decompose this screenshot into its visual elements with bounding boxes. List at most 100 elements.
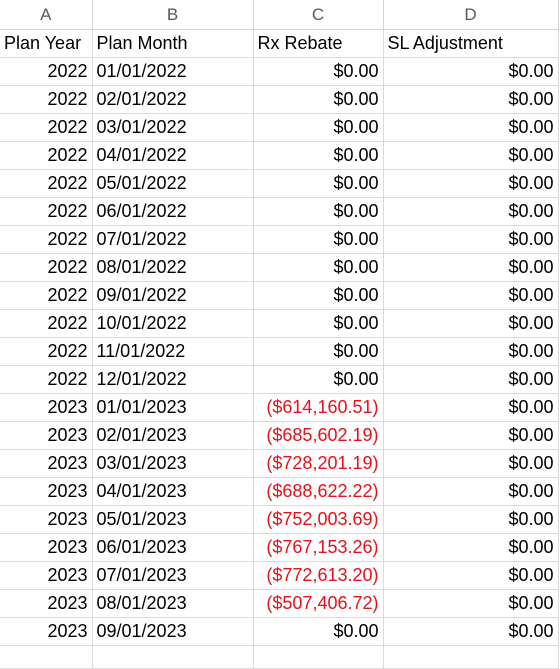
cell-plan-year[interactable]: 2022 <box>0 197 93 226</box>
cell-plan-year[interactable]: 2022 <box>0 85 93 114</box>
cell-sl-adjustment[interactable]: $0.00 <box>383 393 559 422</box>
cell-rx-rebate[interactable]: $0.00 <box>253 253 384 282</box>
cell-plan-year[interactable]: 2022 <box>0 337 93 366</box>
cell-sl-adjustment[interactable]: $0.00 <box>383 197 559 226</box>
cell-plan-month[interactable]: 01/01/2022 <box>92 57 254 86</box>
cell-plan-year[interactable]: 2023 <box>0 477 93 506</box>
cell-plan-year[interactable]: 2023 <box>0 533 93 562</box>
cell-plan-month[interactable]: 06/01/2023 <box>92 533 254 562</box>
cell-rx-rebate[interactable]: $0.00 <box>253 617 384 646</box>
table-row: 2022 04/01/2022 $0.00 $0.00 <box>0 141 559 170</box>
cell-plan-year[interactable]: 2022 <box>0 113 93 142</box>
cell-sl-adjustment[interactable]: $0.00 <box>383 85 559 114</box>
cell-plan-year[interactable]: 2022 <box>0 365 93 394</box>
cell-rx-rebate[interactable]: $0.00 <box>253 169 384 198</box>
cell-plan-year[interactable]: 2023 <box>0 393 93 422</box>
cell-sl-adjustment[interactable]: $0.00 <box>383 589 559 618</box>
column-header-d[interactable]: D <box>383 0 559 30</box>
cell-plan-year[interactable]: 2022 <box>0 169 93 198</box>
cell-sl-adjustment[interactable]: $0.00 <box>383 561 559 590</box>
cell-plan-year[interactable]: 2022 <box>0 141 93 170</box>
cell-sl-adjustment[interactable]: $0.00 <box>383 253 559 282</box>
cell-rx-rebate-header[interactable]: Rx Rebate <box>253 29 384 58</box>
cell-rx-rebate[interactable]: ($507,406.72) <box>253 589 384 618</box>
cell-plan-month[interactable]: 03/01/2023 <box>92 449 254 478</box>
cell-plan-year-header[interactable]: Plan Year <box>0 29 93 58</box>
cell-sl-adjustment[interactable]: $0.00 <box>383 477 559 506</box>
cell-sl-adjustment[interactable]: $0.00 <box>383 505 559 534</box>
cell-plan-month[interactable]: 07/01/2023 <box>92 561 254 590</box>
cell-sl-adjustment-header[interactable]: SL Adjustment <box>383 29 559 58</box>
cell-plan-month[interactable]: 04/01/2023 <box>92 477 254 506</box>
cell-plan-year[interactable]: 2023 <box>0 421 93 450</box>
cell-plan-month[interactable]: 10/01/2022 <box>92 309 254 338</box>
cell-rx-rebate[interactable]: $0.00 <box>253 365 384 394</box>
cell-sl-adjustment[interactable]: $0.00 <box>383 57 559 86</box>
cell-plan-year[interactable]: 2023 <box>0 505 93 534</box>
cell-plan-month[interactable]: 08/01/2022 <box>92 253 254 282</box>
cell-plan-month[interactable]: 02/01/2022 <box>92 85 254 114</box>
cell-plan-month[interactable]: 08/01/2023 <box>92 589 254 618</box>
cell-rx-rebate[interactable]: $0.00 <box>253 85 384 114</box>
column-header-a[interactable]: A <box>0 0 93 30</box>
cell-plan-month[interactable]: 02/01/2023 <box>92 421 254 450</box>
cell-plan-month[interactable]: 05/01/2022 <box>92 169 254 198</box>
cell-plan-month[interactable]: 06/01/2022 <box>92 197 254 226</box>
empty-cell[interactable] <box>0 645 93 669</box>
empty-cell[interactable] <box>383 645 559 669</box>
cell-sl-adjustment[interactable]: $0.00 <box>383 421 559 450</box>
cell-plan-year[interactable]: 2022 <box>0 281 93 310</box>
empty-cell[interactable] <box>253 645 384 669</box>
cell-sl-adjustment[interactable]: $0.00 <box>383 337 559 366</box>
cell-plan-year[interactable]: 2023 <box>0 589 93 618</box>
cell-rx-rebate[interactable]: ($728,201.19) <box>253 449 384 478</box>
cell-rx-rebate[interactable]: $0.00 <box>253 141 384 170</box>
cell-rx-rebate[interactable]: $0.00 <box>253 309 384 338</box>
cell-plan-month[interactable]: 07/01/2022 <box>92 225 254 254</box>
cell-sl-adjustment[interactable]: $0.00 <box>383 225 559 254</box>
column-header-b[interactable]: B <box>92 0 254 30</box>
header-row: Plan Year Plan Month Rx Rebate SL Adjust… <box>0 29 559 58</box>
cell-sl-adjustment[interactable]: $0.00 <box>383 449 559 478</box>
cell-sl-adjustment[interactable]: $0.00 <box>383 533 559 562</box>
cell-plan-year[interactable]: 2023 <box>0 561 93 590</box>
cell-plan-year[interactable]: 2022 <box>0 225 93 254</box>
cell-rx-rebate[interactable]: ($767,153.26) <box>253 533 384 562</box>
cell-rx-rebate[interactable]: $0.00 <box>253 225 384 254</box>
cell-plan-month[interactable]: 01/01/2023 <box>92 393 254 422</box>
cell-rx-rebate[interactable]: $0.00 <box>253 281 384 310</box>
cell-rx-rebate[interactable]: $0.00 <box>253 197 384 226</box>
cell-rx-rebate[interactable]: ($752,003.69) <box>253 505 384 534</box>
column-header-c[interactable]: C <box>253 0 384 30</box>
cell-sl-adjustment[interactable]: $0.00 <box>383 169 559 198</box>
cell-plan-month[interactable]: 05/01/2023 <box>92 505 254 534</box>
cell-plan-year[interactable]: 2023 <box>0 449 93 478</box>
cell-sl-adjustment[interactable]: $0.00 <box>383 365 559 394</box>
cell-plan-month[interactable]: 11/01/2022 <box>92 337 254 366</box>
cell-rx-rebate[interactable]: ($772,613.20) <box>253 561 384 590</box>
cell-plan-month[interactable]: 12/01/2022 <box>92 365 254 394</box>
cell-plan-year[interactable]: 2022 <box>0 57 93 86</box>
cell-rx-rebate[interactable]: $0.00 <box>253 113 384 142</box>
cell-rx-rebate[interactable]: $0.00 <box>253 57 384 86</box>
empty-cell[interactable] <box>92 645 254 669</box>
cell-rx-rebate[interactable]: ($688,622.22) <box>253 477 384 506</box>
cell-sl-adjustment[interactable]: $0.00 <box>383 617 559 646</box>
cell-plan-month[interactable]: 09/01/2022 <box>92 281 254 310</box>
cell-plan-year[interactable]: 2022 <box>0 309 93 338</box>
cell-plan-month[interactable]: 09/01/2023 <box>92 617 254 646</box>
cell-sl-adjustment[interactable]: $0.00 <box>383 113 559 142</box>
cell-plan-month[interactable]: 03/01/2022 <box>92 113 254 142</box>
cell-plan-year[interactable]: 2022 <box>0 253 93 282</box>
cell-plan-month-header[interactable]: Plan Month <box>92 29 254 58</box>
cell-sl-adjustment[interactable]: $0.00 <box>383 281 559 310</box>
cell-sl-adjustment[interactable]: $0.00 <box>383 141 559 170</box>
grid-body: Plan Year Plan Month Rx Rebate SL Adjust… <box>0 29 559 669</box>
cell-rx-rebate[interactable]: $0.00 <box>253 337 384 366</box>
cell-rx-rebate[interactable]: ($614,160.51) <box>253 393 384 422</box>
table-row: 2023 08/01/2023 ($507,406.72) $0.00 <box>0 589 559 618</box>
cell-sl-adjustment[interactable]: $0.00 <box>383 309 559 338</box>
cell-plan-month[interactable]: 04/01/2022 <box>92 141 254 170</box>
cell-plan-year[interactable]: 2023 <box>0 617 93 646</box>
cell-rx-rebate[interactable]: ($685,602.19) <box>253 421 384 450</box>
